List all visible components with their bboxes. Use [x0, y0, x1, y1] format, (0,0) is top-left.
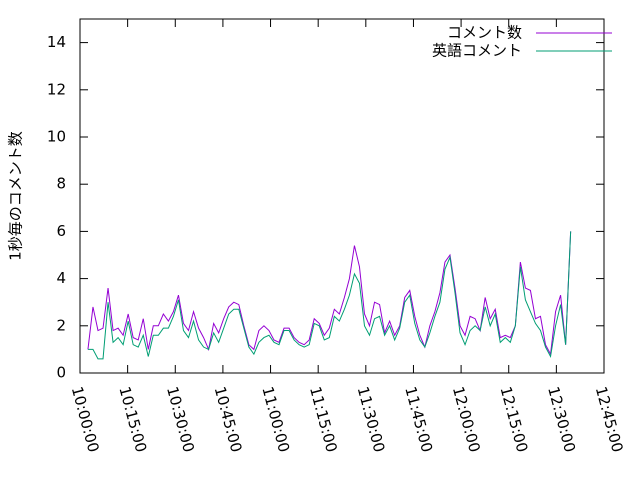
x-tick-label: 11:30:00: [354, 385, 389, 455]
x-tick-label: 12:00:00: [449, 385, 484, 455]
x-tick-label: 12:45:00: [592, 385, 627, 455]
series-line: [87, 231, 572, 360]
legend-label: コメント数: [447, 24, 522, 42]
x-tick-label: 10:30:00: [163, 385, 198, 455]
x-tick-label: 11:00:00: [258, 385, 293, 455]
y-tick-label: 4: [56, 269, 66, 287]
y-tick-label: 0: [56, 364, 66, 382]
y-tick-label: 2: [56, 316, 66, 334]
x-tick-label: 10:15:00: [115, 385, 150, 455]
series-line: [87, 231, 572, 356]
y-tick-label: 8: [56, 175, 66, 193]
y-tick-label: 6: [56, 222, 66, 240]
plot-frame: [79, 18, 605, 374]
y-tick-label: 14: [47, 33, 66, 51]
x-tick-label: 10:00:00: [68, 385, 103, 455]
y-tick-label: 12: [47, 80, 66, 98]
y-axis-label: 1秒毎のコメント数: [7, 131, 25, 261]
legend-label: 英語コメント: [432, 42, 522, 60]
y-tick-label: 10: [47, 128, 66, 146]
x-tick-label: 12:15:00: [497, 385, 532, 455]
x-tick-label: 12:30:00: [544, 385, 579, 455]
x-tick-label: 11:45:00: [401, 385, 436, 455]
x-tick-label: 11:15:00: [306, 385, 341, 455]
x-tick-label: 10:45:00: [211, 385, 246, 455]
